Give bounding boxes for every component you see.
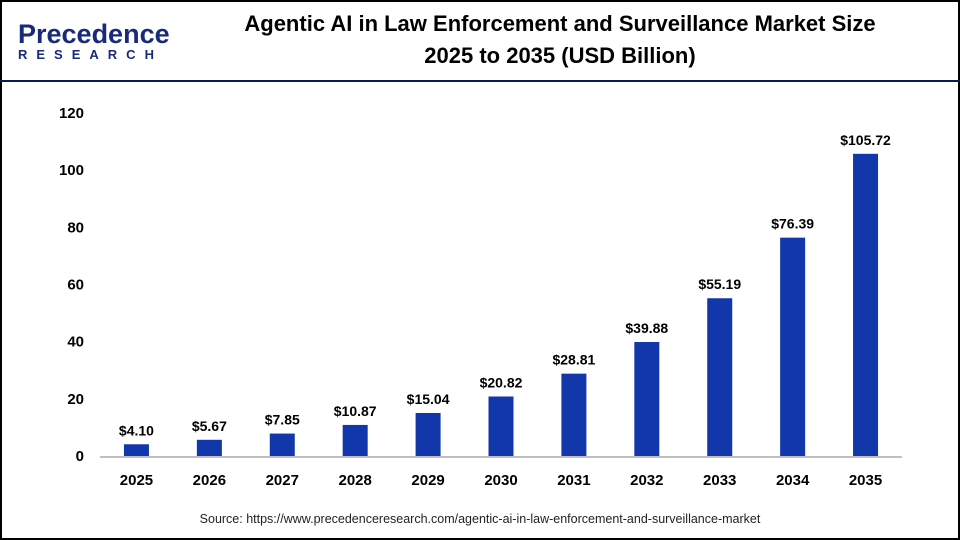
y-tick-label: 120 <box>59 105 84 122</box>
data-label: $76.39 <box>771 216 814 232</box>
x-tick-label: 2028 <box>338 472 371 489</box>
x-tick-label: 2031 <box>557 472 590 489</box>
header-divider <box>0 80 960 82</box>
x-tick-label: 2027 <box>266 472 299 489</box>
bar-2035 <box>853 153 879 456</box>
y-tick-label: 100 <box>59 162 84 179</box>
title-line1: Agentic AI in Law Enforcement and Survei… <box>244 11 876 36</box>
bar-2034 <box>780 237 806 456</box>
y-tick-label: 40 <box>67 334 84 351</box>
x-tick-label: 2033 <box>703 472 736 489</box>
bar-2029 <box>415 413 441 456</box>
y-tick-label: 80 <box>67 219 84 236</box>
bar-2025 <box>123 444 149 456</box>
y-tick-label: 60 <box>67 277 84 294</box>
data-label: $10.87 <box>334 403 377 419</box>
x-tick-label: 2026 <box>193 472 226 489</box>
x-tick-label: 2034 <box>776 472 810 489</box>
data-label: $105.72 <box>840 132 891 148</box>
title-line2: 2025 to 2035 (USD Billion) <box>424 43 696 68</box>
source-note: Source: https://www.precedenceresearch.c… <box>199 512 761 526</box>
bar-2028 <box>342 424 368 456</box>
data-label: $28.81 <box>552 352 595 368</box>
x-tick-label: 2029 <box>411 472 444 489</box>
logo-line1: Precedence <box>18 19 170 49</box>
x-tick-label: 2030 <box>484 472 517 489</box>
x-tick-label: 2025 <box>120 472 153 489</box>
y-tick-label: 0 <box>76 448 84 465</box>
data-label: $55.19 <box>698 276 741 292</box>
data-label: $15.04 <box>407 391 450 407</box>
data-label: $4.10 <box>119 422 154 438</box>
bar-2030 <box>488 396 514 456</box>
bar-2027 <box>269 433 295 456</box>
data-label: $5.67 <box>192 418 227 434</box>
bar-2026 <box>196 439 222 456</box>
logo-line2: RESEARCH <box>18 47 163 62</box>
data-label: $20.82 <box>480 374 523 390</box>
bar-2031 <box>561 373 587 456</box>
precedence-research-logo: Precedence RESEARCH <box>18 20 170 62</box>
chart-title: Agentic AI in Law Enforcement and Survei… <box>190 8 930 72</box>
x-tick-label: 2032 <box>630 472 663 489</box>
y-tick-label: 20 <box>67 391 84 408</box>
bar-2032 <box>634 342 660 456</box>
data-label: $39.88 <box>625 320 668 336</box>
data-label: $7.85 <box>265 412 300 428</box>
x-tick-label: 2035 <box>849 472 882 489</box>
bar-2033 <box>707 298 733 456</box>
